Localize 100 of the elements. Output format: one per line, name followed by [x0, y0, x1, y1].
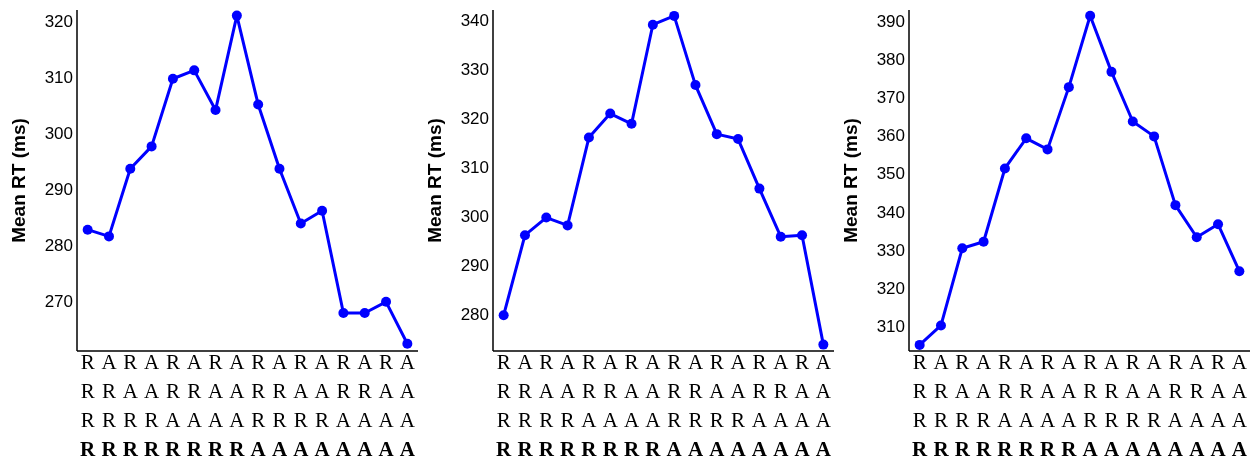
point [541, 212, 552, 223]
point [562, 220, 573, 231]
point [754, 183, 765, 194]
x-tick-label: A R R R [517, 350, 534, 458]
point [1063, 82, 1074, 93]
x-tick-label: A A A R [1061, 350, 1078, 458]
point [498, 310, 509, 321]
point [797, 230, 808, 241]
x-tick-label: R R A A [335, 350, 352, 458]
point [583, 132, 594, 143]
point [711, 129, 722, 140]
x-tick-label: R A R R [538, 350, 555, 458]
x-tick-label: A R A A [1189, 350, 1206, 458]
y-tick-label: 270 [44, 291, 73, 311]
y-tick-label: 310 [876, 317, 905, 337]
point [1149, 131, 1160, 142]
x-tick-label: R A R R [122, 350, 139, 458]
y-tick-label: 280 [44, 235, 73, 255]
x-tick-label: R R A R [165, 350, 182, 458]
point [605, 108, 616, 119]
y-tick-label: 320 [876, 278, 905, 298]
x-tick-label: A R R A [1103, 350, 1120, 458]
y-tick-label: 330 [460, 59, 489, 79]
point [167, 73, 178, 84]
x-tick-label: R A R A [709, 350, 726, 458]
point [1191, 232, 1202, 243]
y-tick-label: 280 [460, 305, 489, 325]
point [626, 118, 637, 129]
point [519, 230, 530, 241]
x-tick-label: A A A R [645, 350, 662, 458]
y-tick-label: 310 [460, 157, 489, 177]
point [690, 80, 701, 91]
y-tick-label: 370 [876, 88, 905, 108]
point [818, 339, 829, 350]
x-tick-label: A R A A [357, 350, 374, 458]
x-tick-label: A A R R [560, 350, 577, 458]
point [1213, 219, 1224, 230]
y-tick-label: 310 [44, 68, 73, 88]
x-tick-label: R A A A [378, 350, 395, 458]
x-tick-label: R R R A [666, 350, 683, 458]
point [733, 134, 744, 145]
x-tick-label: R A R R [954, 350, 971, 458]
x-tick-label: R R A R [581, 350, 598, 458]
x-tick-label: R R A A [751, 350, 768, 458]
x-tick-label: A A R R [144, 350, 161, 458]
point [957, 243, 968, 254]
x-tick-label: A A R R [976, 350, 993, 458]
point [1042, 144, 1053, 155]
y-tick-label: 390 [876, 11, 905, 31]
x-tick-label: A R A R [602, 350, 619, 458]
y-axis-title: Mean RT (ms) [424, 118, 445, 243]
point [125, 163, 136, 174]
point [274, 163, 285, 174]
y-tick-label: 340 [876, 202, 905, 222]
x-tick-label: A A A R [229, 350, 246, 458]
point [914, 339, 925, 350]
point [1234, 266, 1245, 277]
x-tick-label: A A R A [730, 350, 747, 458]
y-tick-label: 360 [876, 126, 905, 146]
point [359, 307, 370, 318]
point [295, 218, 306, 229]
point [775, 231, 786, 242]
point [999, 163, 1010, 174]
point [146, 141, 157, 152]
x-tick-label: R R R R [496, 350, 513, 458]
point [231, 10, 242, 21]
x-tick-label: A R A R [1018, 350, 1035, 458]
x-tick-label: A R A R [186, 350, 203, 458]
point [210, 105, 221, 116]
point [647, 19, 658, 30]
y-tick-label: 350 [876, 164, 905, 184]
x-tick-label: A R A A [773, 350, 790, 458]
point [338, 307, 349, 318]
point [1021, 133, 1032, 144]
x-tick-label: R A R A [1125, 350, 1142, 458]
x-tick-label: R A A A [1210, 350, 1227, 458]
y-tick-label: 320 [44, 12, 73, 32]
x-tick-label: R A A R [623, 350, 640, 458]
x-tick-label: R R R R [80, 350, 97, 458]
y-tick-label: 330 [876, 240, 905, 260]
x-tick-label: A A R A [314, 350, 331, 458]
x-tick-label: A A R A [1146, 350, 1163, 458]
x-tick-label: R R R A [250, 350, 267, 458]
x-tick-label: R A A R [1039, 350, 1056, 458]
x-tick-label: A R R R [101, 350, 118, 458]
point [103, 231, 114, 242]
point [978, 236, 989, 247]
x-tick-label: R R A R [997, 350, 1014, 458]
y-tick-label: 340 [460, 10, 489, 30]
x-tick-label: A A A A [1231, 350, 1248, 458]
x-tick-label: R R A A [1167, 350, 1184, 458]
y-tick-label: 290 [460, 256, 489, 276]
point [1085, 10, 1096, 21]
y-axis-title: Mean RT (ms) [8, 118, 29, 243]
y-tick-label: 300 [44, 123, 73, 143]
point [669, 10, 680, 21]
x-tick-label: A R R R [933, 350, 950, 458]
point [402, 338, 413, 349]
x-tick-label: A R R A [271, 350, 288, 458]
x-tick-label: R R R A [1082, 350, 1099, 458]
